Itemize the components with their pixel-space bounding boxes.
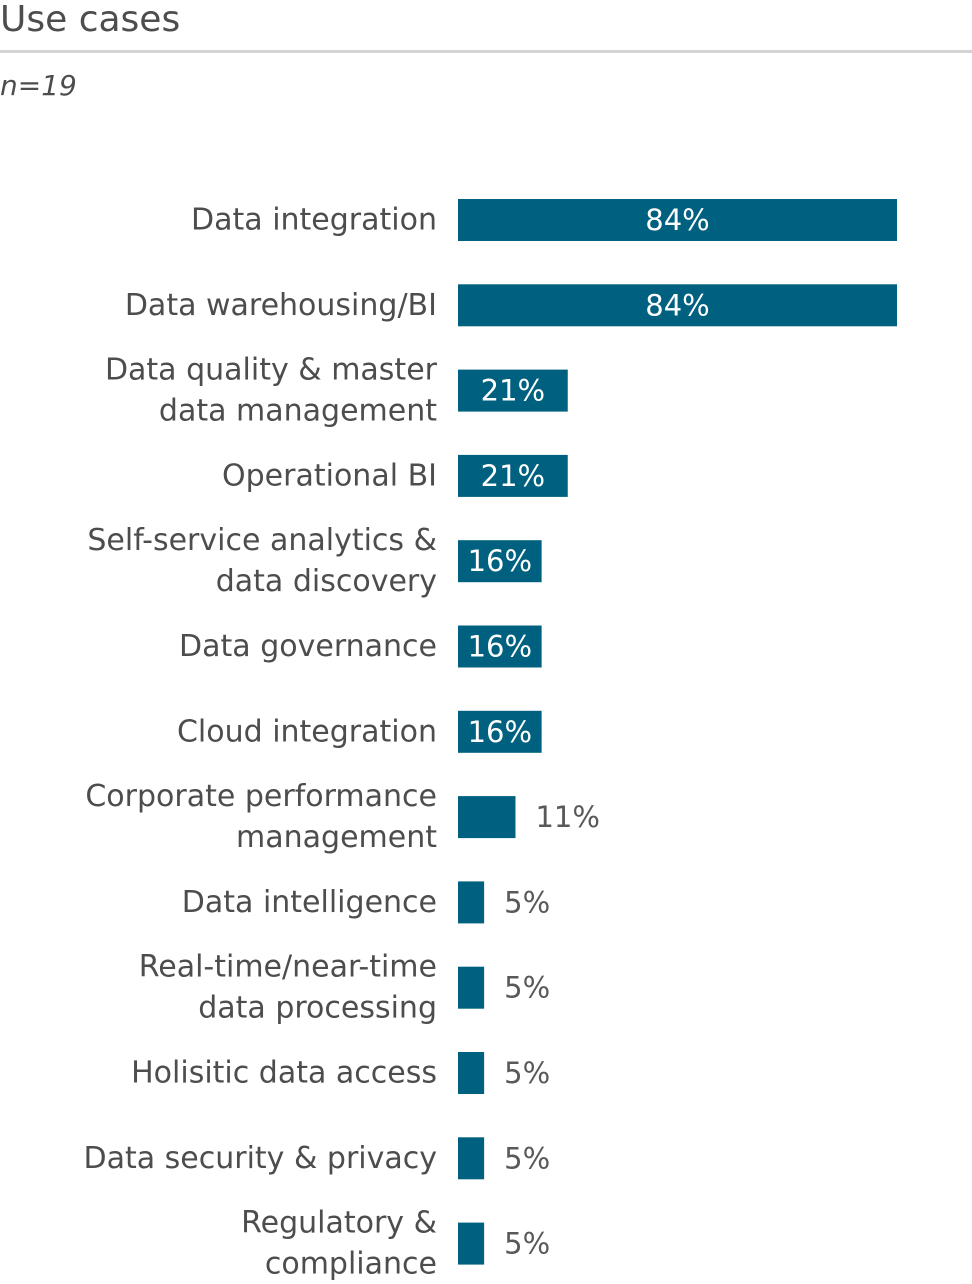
value-label: 16%	[468, 544, 532, 578]
category-label: data management	[159, 394, 437, 429]
value-label: 5%	[504, 1227, 550, 1261]
value-label: 16%	[468, 630, 532, 664]
bar	[458, 540, 542, 583]
category-label: Data governance	[179, 629, 437, 664]
bar	[458, 284, 897, 327]
bar	[458, 1052, 485, 1094]
category-label: Real-time/near-time	[139, 950, 437, 985]
value-label: 21%	[481, 374, 545, 408]
value-label: 21%	[481, 459, 545, 493]
chart-title: Use cases	[0, 0, 181, 40]
category-label: Data intelligence	[182, 885, 437, 920]
bar	[458, 625, 542, 668]
category-label: management	[236, 820, 437, 855]
bar	[458, 796, 516, 839]
category-label: data discovery	[216, 564, 437, 599]
value-label: 11%	[535, 800, 599, 834]
bar	[458, 710, 542, 753]
value-label: 5%	[504, 1141, 550, 1175]
category-label: Data quality & master	[105, 353, 438, 388]
value-label: 84%	[645, 288, 709, 322]
category-label: Data warehousing/BI	[125, 288, 437, 323]
bar	[458, 1222, 485, 1265]
value-label: 84%	[645, 203, 709, 237]
category-label: Holisitic data access	[131, 1056, 437, 1091]
bar	[458, 199, 897, 241]
category-label: Cloud integration	[177, 714, 437, 749]
category-label: Self-service analytics &	[87, 523, 437, 558]
category-label: Data security & privacy	[83, 1141, 437, 1176]
category-label: Regulatory &	[241, 1206, 437, 1241]
category-label: Operational BI	[222, 458, 437, 493]
bar	[458, 369, 568, 412]
bar	[458, 881, 485, 924]
value-label: 16%	[468, 715, 532, 749]
value-label: 5%	[504, 971, 550, 1005]
category-label: compliance	[265, 1247, 437, 1282]
bar	[458, 966, 485, 1009]
bar	[458, 1137, 485, 1180]
chart-subtitle: n=19	[0, 69, 77, 102]
category-label: Data integration	[191, 203, 437, 238]
value-label: 5%	[504, 1056, 550, 1090]
value-label: 5%	[504, 885, 550, 919]
bar	[458, 454, 568, 497]
category-label: data processing	[198, 991, 437, 1026]
category-label: Corporate performance	[85, 779, 437, 814]
title-divider	[0, 50, 972, 53]
